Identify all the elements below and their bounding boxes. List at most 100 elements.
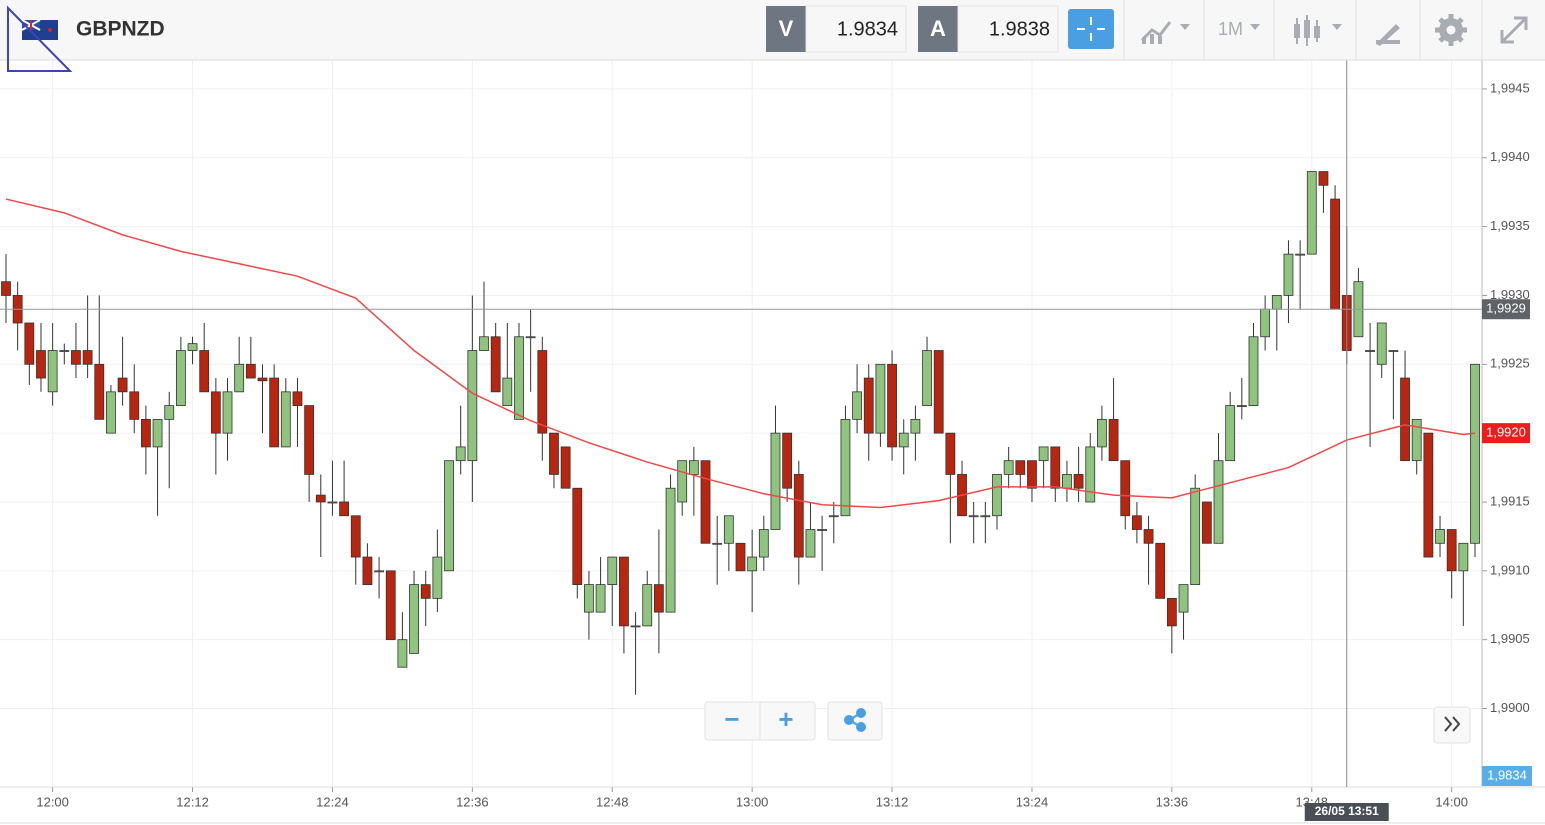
drawing-tools-button[interactable] [1376,24,1400,46]
candle-body-down [94,363,105,420]
candle-body-up [1435,529,1445,544]
ma-tag [1482,423,1530,444]
candle-body-down [1423,432,1434,558]
candle-body-up [1388,350,1399,352]
candle-body-up [595,584,606,613]
candle-body-down [1050,446,1061,489]
candle-body-up [175,350,186,407]
candle-body-down [269,377,280,448]
candle-body-down [24,322,35,365]
zoom-in[interactable]: + [778,704,793,734]
candle-body-up [1458,542,1469,572]
x-tick-label: 12:12 [176,794,209,809]
candle-body-down [1318,171,1329,186]
candle-body-down [1166,597,1177,627]
candle-body-up [1365,350,1375,352]
candle-body-up [665,487,676,613]
candle-body-up [712,542,723,545]
sell-button[interactable] [766,6,806,52]
candle-body-up [1178,584,1189,613]
candle-body-up [479,336,489,351]
candle-body-up [1213,460,1224,544]
candle-body-down [1143,529,1154,544]
fullscreen-button[interactable] [1500,16,1528,44]
y-tick-label: 1,9945 [1490,80,1530,95]
crosshair-time-label: 26/05 13:51 [1315,804,1379,818]
scroll-icon [1452,716,1461,732]
candle-body-down [199,350,210,393]
candle-body-down [420,584,431,599]
candle-body-down [71,350,81,365]
x-tick-label: 13:00 [736,794,769,809]
candle-body-up [828,515,839,518]
candle-body-down [304,405,315,475]
candle-type-button[interactable] [1294,15,1342,46]
candle-body-up [1306,171,1317,255]
share-icon [844,708,866,732]
timeframe[interactable]: 1M [1218,19,1243,39]
y-tick-label: 1,9900 [1490,700,1530,715]
candle-body-up [1225,405,1236,462]
candle-body-down [1330,198,1340,310]
candle-body-down [1446,529,1457,572]
candle-body-down [1027,460,1037,489]
candle-body-up [444,460,454,572]
crosshair-value-label: 1,9929 [1486,301,1526,316]
candle-body-down [933,350,944,434]
chart-type-button[interactable] [1140,21,1190,44]
buy-button[interactable] [918,6,958,52]
candle-body-down [292,391,303,407]
sell-label: V [779,16,794,41]
toolbar-separators [1123,0,1483,60]
candle-body-up [770,432,781,530]
bid-tag-label: 1,9834 [1487,767,1527,782]
buy-price-box[interactable] [957,5,1059,53]
candle-body-down [1120,460,1131,517]
candle-body-down [129,391,140,420]
scroll-right-button[interactable] [1433,706,1471,744]
x-tick-label: 12:36 [456,794,489,809]
y-tick-label: 1,9935 [1490,218,1530,233]
crosshair-button[interactable] [1068,9,1114,49]
candle-body-up [688,460,699,475]
share-button[interactable] [827,701,883,741]
candle-body-up [397,639,408,668]
candle-body-down [339,501,350,517]
y-tick-label: 1,9930 [1490,287,1530,302]
settings-button[interactable] [1435,14,1467,46]
candle-body-up [106,391,116,434]
candle-body-down [1,281,11,296]
candle-body-up [852,391,862,420]
candle-body-down [82,350,93,365]
sell-price-box[interactable] [805,5,907,53]
candle-body-down [619,556,629,627]
candle-body-down [36,350,46,379]
candle-body-up [968,515,979,518]
candle-body-up [747,556,758,572]
candle-body-up [455,446,466,462]
candle-body-up [875,363,886,434]
candle-body-down [1400,377,1410,462]
candle-body-down [1108,418,1119,462]
candle-body-up [1411,418,1422,462]
candle-body-up [898,432,909,448]
crosshair-time-tag [1304,803,1389,821]
crosshair-value-tag [1482,299,1530,320]
candle-body-up [222,391,233,434]
candle-body-up [992,474,1002,517]
zoom-out[interactable]: − [724,704,739,734]
y-tick-label: 1,9910 [1490,562,1530,577]
candle-body-down [572,487,583,585]
y-tick-label: 1,9940 [1490,149,1530,164]
candle-body-up [723,515,734,544]
x-tick-label: 13:24 [1016,794,1049,809]
x-tick-label: 13:12 [876,794,909,809]
candle-body-up [164,405,175,420]
symbol: GBPNZD [76,18,165,41]
x-tick-label: 12:48 [596,794,629,809]
x-tick-label: 14:00 [1435,794,1468,809]
candle-body-up [630,625,641,628]
plot-area: 1,9900 1,9905 1,9910 1,9915 1,9920 1,9925 1,99… [0,60,1545,824]
